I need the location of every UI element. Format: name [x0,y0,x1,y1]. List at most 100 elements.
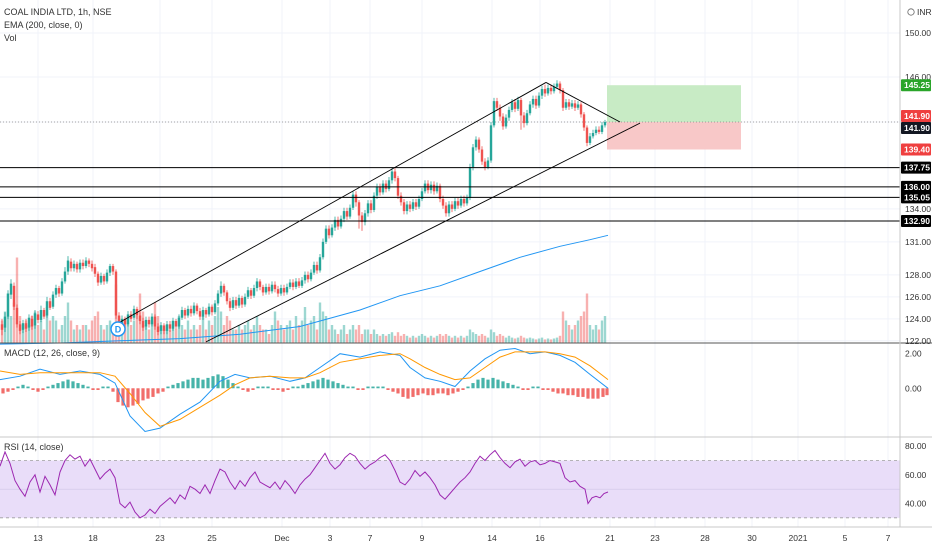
candle-body [327,228,331,236]
candle-156 [468,163,472,201]
candle-147 [441,195,445,209]
candle-body [246,290,250,297]
time-tick-11: 23 [650,533,660,543]
macd-bar-3 [16,386,20,389]
candle-body [3,316,7,328]
price-tag-label: 136.00 [904,182,930,192]
candle-14 [42,307,46,319]
candle-124 [372,192,376,213]
macd-bar-35 [176,383,180,389]
macd-axis[interactable]: 2.00 0.00 [905,349,922,394]
volume-bar-42 [126,316,130,343]
macd-bar-47 [236,386,240,389]
price-tag-bg [901,214,931,227]
volume-bar-35 [105,325,109,343]
candle-0 [0,318,4,336]
candle-body [366,203,370,214]
candle-body [390,171,394,181]
rsi-axis[interactable]: 80.00 60.00 40.00 [905,441,927,508]
macd-bar-49 [246,388,250,392]
candle-body [165,324,169,331]
candle-body [45,301,49,316]
candle-37 [111,263,115,275]
stop-zone [607,122,741,150]
volume-bar-152 [456,337,460,343]
candle-body [387,180,391,190]
candle-body [63,271,67,282]
volume-bar-31 [93,316,97,343]
candle-166 [498,104,502,121]
macd-bar-73 [366,386,370,389]
volume-bar-176 [528,337,532,343]
price-tag-bg [901,161,931,174]
candle-77 [231,296,235,311]
volume-bar-60 [180,325,184,343]
candle-35 [105,269,109,284]
macd-bar-114 [571,388,575,396]
volume-bar-13 [39,320,43,343]
candle-body [456,201,460,206]
volume-bar-181 [543,339,547,343]
candle-174 [522,112,526,128]
macd-bar-21 [106,386,110,389]
volume-bar-102 [306,325,310,343]
volume-bar-7 [21,325,25,343]
volume-bar-157 [471,332,475,343]
time-tick-7: 9 [420,533,425,543]
volume-bar-161 [483,335,487,343]
macd-tick-1: 0.00 [905,383,922,393]
candle-body [552,86,556,92]
time-tick-5: 3 [328,533,333,543]
volume-bar-173 [519,335,523,343]
candle-67 [201,306,205,320]
horizontal-levels[interactable] [0,167,900,222]
candle-body [528,104,532,114]
candle-body [36,314,40,320]
price-tag-bg [901,79,931,92]
macd-bar-116 [581,388,585,397]
macd-bar-40 [201,379,205,389]
candle-body [249,290,253,296]
price-tags: 145.25 141.90 141.90 139.40 137.75 136.00135.… [901,79,931,227]
candle-71 [213,300,217,315]
candle-body [51,294,55,307]
volume-bar-124 [372,329,376,343]
macd-bar-100 [501,381,505,389]
candle-58 [174,318,178,330]
trendlines[interactable] [117,82,641,343]
candle-body [438,185,442,199]
candle-body [216,293,220,304]
candle-108 [324,225,328,245]
candle-body [90,263,94,269]
volume-bar-87 [261,329,265,343]
volume-bar-100 [300,320,304,343]
candle-93 [279,284,283,296]
candle-86 [258,279,262,291]
candle-197 [591,129,595,139]
candle-157 [471,144,475,171]
volume-bar-184 [552,338,556,343]
macd-bar-104 [521,388,525,390]
volume-bar-156 [468,329,472,343]
candle-152 [456,197,460,209]
macd-bar-50 [251,388,255,390]
candle-body [285,286,289,293]
position-zones[interactable] [0,85,900,150]
earnings-marker[interactable]: D [110,321,126,337]
time-axis[interactable]: 13 18 23 25 Dec 3 7 9 14 16 21 23 28 30 2021 5 7 [33,533,890,543]
candle-177 [531,95,535,108]
candle-66 [198,307,202,320]
macd-bar-9 [46,386,50,389]
candle-161 [483,158,487,171]
candle-173 [519,97,523,130]
currency-badge[interactable]: INR [907,7,932,17]
volume-bar-145 [435,335,439,343]
volume-bar-177 [531,338,535,343]
candle-31 [93,263,97,278]
volume-bar-78 [234,329,238,343]
candle-186 [558,81,562,94]
candle-16 [48,297,52,311]
volume-bar-98 [294,316,298,343]
candle-143 [429,181,433,194]
